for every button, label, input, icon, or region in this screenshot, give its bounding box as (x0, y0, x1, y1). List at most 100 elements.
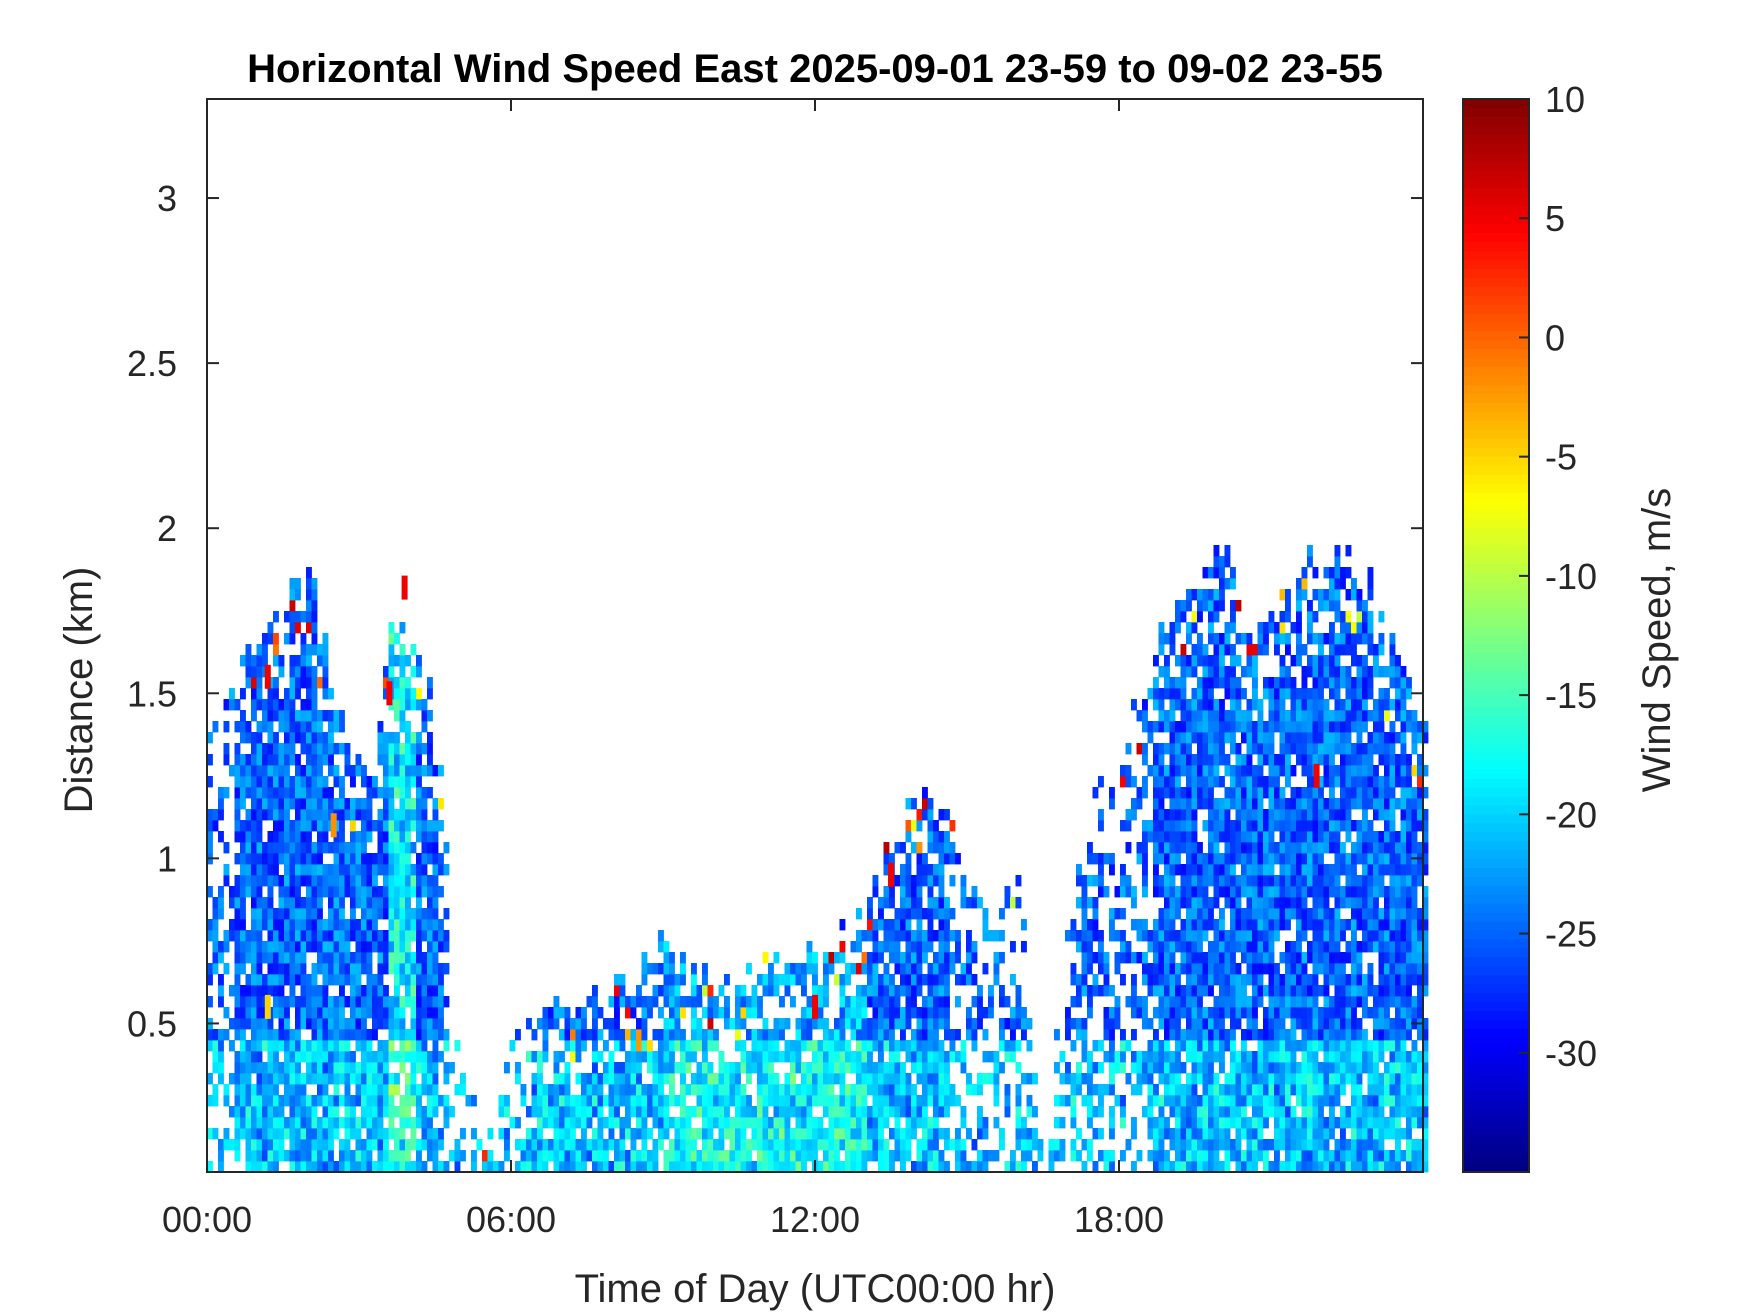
heatmap-cell (806, 1062, 813, 1074)
heatmap-cell (322, 1073, 329, 1085)
heatmap-cell (1010, 941, 1016, 953)
heatmap-cell (614, 1040, 620, 1052)
heatmap-cell (812, 1150, 818, 1162)
heatmap-cell (251, 831, 257, 843)
heatmap-cell (680, 1150, 686, 1162)
heatmap-cell (922, 853, 928, 865)
heatmap-cell (410, 1128, 417, 1140)
heatmap-cell (410, 798, 417, 810)
heatmap-cell (394, 710, 400, 722)
heatmap-cell (685, 1139, 692, 1151)
heatmap-cell (944, 1139, 950, 1151)
heatmap-cell (916, 919, 923, 931)
heatmap-cell (779, 996, 785, 1008)
heatmap-cell (1241, 919, 1247, 931)
heatmap-cell (355, 1073, 362, 1085)
heatmap-cell (388, 787, 395, 799)
heatmap-cell (938, 1040, 945, 1052)
heatmap-cell (779, 1117, 785, 1129)
heatmap-cell (1307, 787, 1313, 799)
heatmap-cell (1329, 776, 1335, 788)
heatmap-cell (256, 1139, 263, 1151)
heatmap-cell (377, 897, 384, 909)
heatmap-cell (1169, 875, 1176, 887)
heatmap-cell (1290, 765, 1297, 777)
heatmap-cell (608, 1106, 615, 1118)
heatmap-cell (658, 1128, 664, 1140)
heatmap-cell (223, 1029, 230, 1041)
heatmap-cell (421, 1139, 428, 1151)
heatmap-cell (1307, 1117, 1313, 1129)
heatmap-cell (1191, 963, 1198, 975)
heatmap-cell (383, 1139, 389, 1151)
heatmap-cell (273, 952, 279, 964)
heatmap-cell (1312, 688, 1319, 700)
heatmap-cell (278, 699, 285, 711)
heatmap-cell (317, 1117, 323, 1129)
heatmap-cell (663, 1106, 670, 1118)
heatmap-cell (762, 952, 769, 964)
heatmap-cell (322, 710, 329, 722)
heatmap-cell (1224, 754, 1231, 766)
heatmap-cell (1296, 1128, 1302, 1140)
heatmap-cell (311, 699, 318, 711)
heatmap-cell (575, 1150, 582, 1162)
heatmap-cell (284, 1073, 290, 1085)
heatmap-cell (1076, 974, 1082, 986)
heatmap-cell (867, 1139, 873, 1151)
heatmap-cell (867, 996, 873, 1008)
heatmap-cell (1257, 908, 1264, 920)
heatmap-cell (438, 765, 444, 777)
heatmap-cell (267, 886, 274, 898)
heatmap-cell (284, 1117, 290, 1129)
heatmap-cell (355, 941, 362, 953)
heatmap-cell (311, 732, 318, 744)
heatmap-cell (421, 996, 428, 1008)
heatmap-cell (1120, 1117, 1126, 1129)
heatmap-cell (949, 842, 956, 854)
heatmap-cell (1279, 853, 1286, 865)
heatmap-cell (949, 930, 956, 942)
heatmap-cell (1307, 545, 1313, 557)
heatmap-cell (377, 1161, 384, 1173)
heatmap-cell (405, 732, 411, 744)
heatmap-cell (889, 1018, 895, 1030)
heatmap-cell (592, 1062, 598, 1074)
heatmap-cell (1285, 1007, 1291, 1019)
heatmap-cell (751, 1161, 758, 1173)
heatmap-cell (1268, 842, 1275, 854)
heatmap-cell (949, 1139, 956, 1151)
heatmap-cell (586, 1084, 593, 1096)
heatmap-cell (388, 820, 395, 832)
heatmap-cell (592, 1128, 598, 1140)
heatmap-cell (1345, 1073, 1352, 1085)
heatmap-cell (212, 963, 219, 975)
heatmap-cell (427, 1150, 433, 1162)
heatmap-cell (625, 996, 631, 1008)
heatmap-cell (1109, 1150, 1115, 1162)
heatmap-cell (306, 875, 312, 887)
heatmap-cell (1197, 1150, 1203, 1162)
heatmap-cell (1246, 721, 1253, 733)
heatmap-cell (333, 1051, 340, 1063)
heatmap-cell (295, 765, 301, 777)
heatmap-cell (845, 1040, 851, 1052)
heatmap-cell (1164, 1073, 1170, 1085)
heatmap-cell (1318, 853, 1324, 865)
heatmap-cell (1230, 875, 1236, 887)
heatmap-cell (1224, 1161, 1231, 1173)
heatmap-cell (1098, 875, 1104, 887)
heatmap-cell (1235, 941, 1242, 953)
heatmap-cell (284, 1051, 290, 1063)
heatmap-cell (295, 721, 301, 733)
heatmap-cell (1202, 897, 1209, 909)
heatmap-cell (311, 611, 318, 623)
heatmap-cell (1191, 864, 1198, 876)
heatmap-cell (1153, 974, 1159, 986)
heatmap-cell (240, 886, 246, 898)
heatmap-cell (1175, 864, 1181, 876)
heatmap-cell (801, 1161, 807, 1173)
heatmap-cell (1257, 622, 1264, 634)
heatmap-cell (795, 1117, 802, 1129)
heatmap-cell (1312, 1051, 1319, 1063)
